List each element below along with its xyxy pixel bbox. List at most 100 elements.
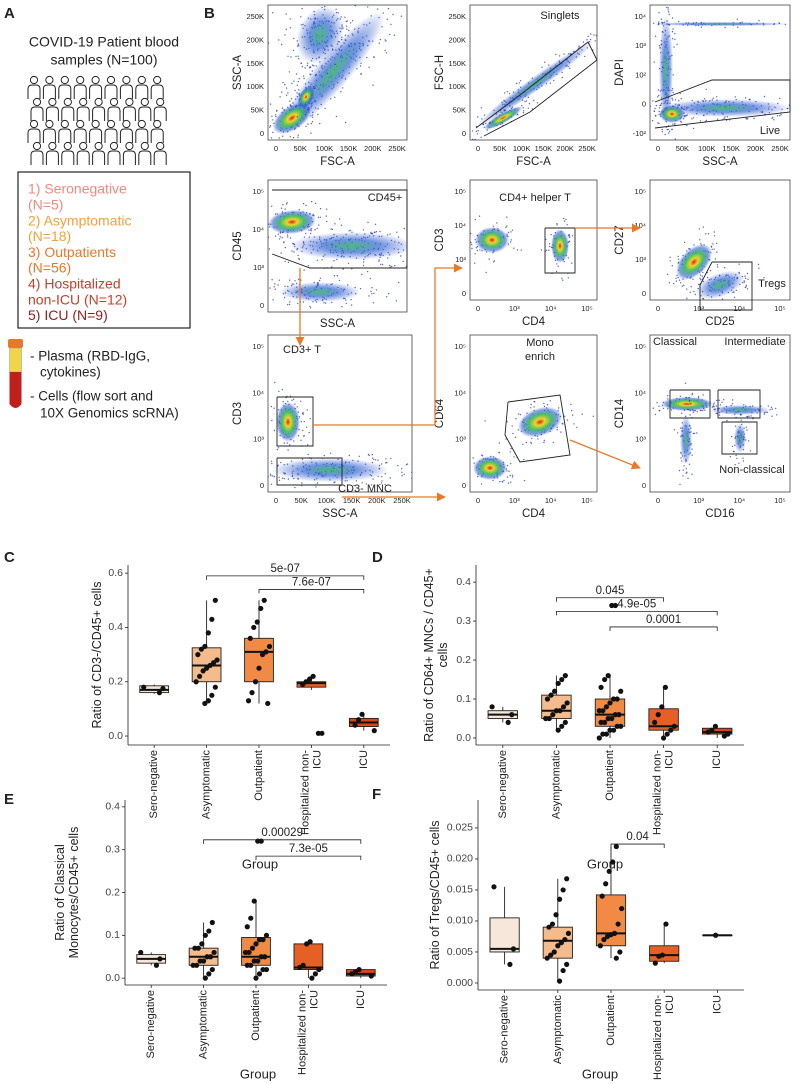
person-body [138, 150, 152, 165]
event-dot [562, 423, 564, 425]
data-point [349, 971, 355, 977]
person-head [122, 75, 131, 85]
event-dot [378, 259, 380, 261]
event-dot [283, 241, 285, 244]
x-tick-label-box: Outpatient [603, 750, 616, 801]
event-dot [680, 121, 683, 123]
data-point [309, 975, 315, 981]
panel-label: B [204, 5, 215, 22]
event-dot [385, 40, 387, 42]
p-value-label: 0.0001 [646, 614, 681, 626]
event-dot [347, 489, 350, 491]
event-dot [290, 141, 291, 142]
person-body [122, 150, 136, 165]
event-dot [659, 410, 661, 412]
event-dot [662, 407, 665, 410]
event-dot [297, 134, 299, 136]
event-dot [684, 382, 687, 384]
event-dot [474, 218, 476, 221]
event-dot [302, 413, 304, 415]
event-dot [503, 109, 505, 111]
y-tick-label: 0.2 [105, 886, 120, 898]
data-point [205, 698, 211, 704]
event-dot [674, 33, 676, 35]
x-tick-label-box: Hospitalized non-ICU [652, 750, 676, 835]
event-dot [736, 18, 739, 20]
gate [654, 79, 791, 129]
density-cloud [276, 402, 300, 442]
significance-bracket [206, 575, 365, 580]
x-tick-label: 10⁴ [545, 496, 557, 505]
event-dot [646, 405, 647, 406]
event-dot [362, 229, 365, 231]
data-point [245, 698, 252, 704]
group-line: 4) Hospitalized [28, 276, 121, 292]
event-dot [397, 464, 399, 467]
event-dot [519, 95, 521, 98]
event-dot [698, 228, 701, 230]
event-dot [338, 279, 341, 282]
event-dot [345, 25, 348, 27]
data-point [207, 662, 213, 669]
x-tick-label: 150K [722, 144, 740, 153]
data-point [671, 723, 677, 729]
x-tick-label: 100K [318, 496, 336, 505]
event-dot [646, 92, 647, 93]
event-dot [308, 107, 310, 110]
event-dot [543, 439, 545, 442]
event-dot [300, 439, 302, 441]
event-dot [472, 457, 474, 459]
event-dot [273, 429, 276, 432]
data-point [615, 921, 621, 927]
event-dot [685, 115, 687, 117]
event-dot [341, 3, 342, 4]
event-dot [390, 457, 392, 460]
y-tick-label: 0 [260, 129, 264, 138]
event-dot [303, 420, 305, 423]
event-dot [333, 275, 336, 277]
x-tick-label-box: Asymptomatic [201, 750, 213, 819]
gate-label: Singlets [540, 10, 580, 22]
event-dot [309, 66, 311, 68]
person-body [42, 84, 56, 99]
event-dot [475, 125, 478, 128]
gate-label: CD4+ helper T [499, 192, 571, 204]
event-dot [371, 454, 373, 456]
event-dot [712, 243, 714, 245]
event-dot [418, 234, 419, 235]
significance-bracket [609, 626, 718, 631]
event-dot [271, 12, 274, 14]
event-dot [262, 217, 263, 218]
density-cloud [268, 209, 316, 235]
gate-label: Classical [653, 336, 697, 348]
person-body [30, 106, 44, 121]
event-dot [424, 248, 425, 249]
data-point [663, 921, 669, 927]
person-head [156, 141, 165, 151]
event-dot [671, 155, 672, 156]
event-dot [303, 269, 305, 271]
event-dot [678, 469, 681, 472]
person-body [104, 84, 118, 99]
event-dot [668, 132, 670, 134]
event-dot [309, 307, 312, 309]
event-dot [716, 251, 718, 253]
x-tick-label: 200K [364, 144, 382, 153]
event-dot [621, 19, 622, 20]
event-dot [379, 38, 382, 41]
data-point [304, 941, 310, 947]
event-dot [255, 242, 256, 243]
event-dot [556, 263, 558, 265]
event-dot [384, 39, 386, 41]
event-dot [681, 460, 683, 462]
event-dot [519, 413, 521, 416]
event-dot [681, 106, 683, 108]
event-dot [369, 277, 372, 280]
event-dot [671, 17, 674, 19]
event-dot [300, 421, 302, 423]
event-dot [734, 425, 737, 427]
y-tick-label: 10³ [455, 255, 466, 264]
x-tick-label: Outpatient [603, 750, 616, 801]
event-dot [480, 136, 482, 138]
event-dot [310, 228, 313, 230]
